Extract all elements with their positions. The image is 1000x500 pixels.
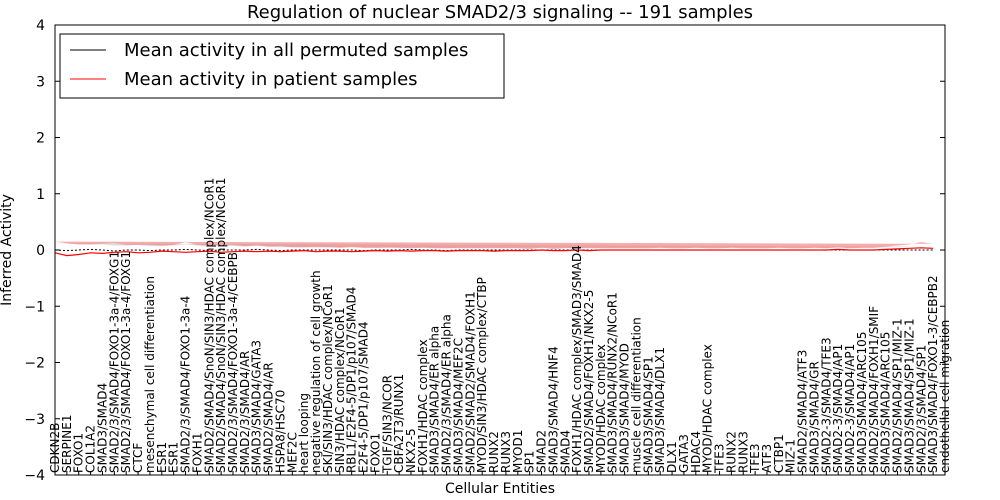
- x-tick-label: FOXH1: [190, 433, 204, 473]
- x-tick-label: SP1: [523, 451, 537, 474]
- x-tick-label: SMAD2/SMAD4/FOXH1/NKX2-5: [582, 290, 596, 473]
- x-tick-label: MYOD/SIN3/HDAC complex/CTBP: [475, 277, 489, 473]
- x-tick-label: SKI/SIN3/HDAC complex/NCoR1: [321, 284, 335, 473]
- x-tick-label: RUNX2: [724, 431, 738, 473]
- x-tick-label: DLX1: [665, 441, 679, 473]
- y-tick-label: 4: [36, 18, 45, 34]
- category-labels: CDKN2BSERPINE1FOXO1COL1A2SMAD3/SMAD4SMAD…: [48, 178, 952, 474]
- y-tick-label: 2: [36, 131, 45, 147]
- y-axis-ticks: 4 3 2 1 0 −1 −2 −3 −4: [24, 18, 945, 484]
- x-tick-label: SMAD3/SMAD4/ARC105: [855, 332, 869, 473]
- x-tick-label: SMAD3/SMAD4/SP1/MIZ-1: [902, 318, 916, 473]
- x-tick-label: SMAD3/SMAD4/GATA3: [250, 340, 264, 473]
- x-tick-label: SMAD3/SMAD4: [96, 383, 110, 473]
- x-tick-label: CTBP1: [772, 434, 786, 473]
- x-tick-label: negative regulation of cell growth: [309, 270, 323, 473]
- legend-box: [59, 33, 505, 99]
- x-tick-label: SMAD3/SMAD4/HNF4: [546, 346, 560, 473]
- x-tick-label: heart looping: [297, 393, 311, 473]
- x-tick-label: SMAD2/SMAD4/SP1/MIZ-1: [891, 318, 905, 473]
- series-line-patient: [54, 247, 934, 257]
- x-tick-label: SMAD2/3/SMAD4/FOXO1-3a-4/FOXG1: [119, 251, 133, 473]
- x-tick-label: MIZ-1: [784, 439, 798, 473]
- x-axis-ticks: [54, 471, 946, 475]
- x-tick-label: SMAD3/SMAD4/RUNX2/NCoR1: [606, 292, 620, 473]
- x-tick-label: TGIF/SIN3/NCOR: [380, 375, 394, 474]
- x-tick-label: CBFA2T3/RUNX1: [392, 374, 406, 473]
- x-tick-label: muscle cell differentiation: [630, 317, 644, 473]
- x-tick-label: FOXO1: [368, 433, 382, 473]
- series-lines: [54, 247, 934, 257]
- y-tick-label: −1: [24, 299, 45, 315]
- y-axis-label: Inferred Activity: [0, 194, 15, 306]
- x-axis-label: Cellular Entities: [445, 481, 555, 497]
- legend: Mean activity in all permuted samples Me…: [59, 33, 505, 99]
- x-tick-label: FOXO1: [72, 433, 86, 473]
- x-tick-label: RBL1/E2F4-5/DP1/p107/SMAD4: [345, 287, 359, 473]
- x-tick-label: SERPINE1: [60, 415, 74, 474]
- x-tick-label: SMAD3/SMAD4/ER alpha: [428, 326, 442, 473]
- x-tick-label: ATF3: [760, 444, 774, 473]
- x-tick-label: SMAD2/SMAD2/SMAD4/FOXH1: [463, 291, 477, 473]
- y-tick-label: −2: [24, 356, 45, 372]
- x-tick-label: GATA3: [677, 434, 691, 473]
- x-tick-label: SIN3/HDAC complex/NCoR1: [333, 307, 347, 473]
- x-tick-label: SMAD3/SMAD4/ARC105: [879, 332, 893, 473]
- x-tick-label: ESR1: [167, 442, 181, 473]
- patient-confidence-band: [55, 241, 934, 249]
- x-tick-label: SMAD2/SMAD4/FOXH1/SMIF: [867, 306, 881, 473]
- x-tick-label: mesenchymal cell differentiation: [143, 276, 157, 473]
- legend-label-patient: Mean activity in patient samples: [124, 69, 418, 90]
- x-tick-label: SMAD2/3/SMAD4/SP1: [914, 345, 928, 473]
- y-tick-label: 1: [36, 187, 45, 203]
- x-tick-label: FOXH1/HDAC complex: [416, 339, 430, 473]
- x-tick-label: SMAD2/3/SMAD4/FOXO1-3a-4/FOXG1: [107, 251, 121, 473]
- x-tick-label: SMAD2/SMAD4/AR: [262, 362, 276, 473]
- chart-title: Regulation of nuclear SMAD2/3 signaling …: [247, 2, 753, 23]
- x-tick-label: TFE3: [713, 444, 727, 474]
- x-tick-label: SMAD2/3/SMAD4/FOXO1-3a-4: [179, 296, 193, 473]
- x-tick-label: HSPA8/HSC70: [274, 390, 288, 473]
- x-tick-label: RUNX2: [487, 431, 501, 473]
- x-tick-label: RUNX3: [736, 431, 750, 473]
- x-tick-label: MYOD/HDAC complex: [594, 344, 608, 473]
- x-tick-label: RUNX3: [499, 431, 513, 473]
- y-tick-label: 0: [36, 243, 45, 259]
- x-tick-label: TFE3: [748, 444, 762, 474]
- x-tick-label: HDAC4: [689, 431, 703, 473]
- x-tick-label: SMAD2: [535, 430, 549, 473]
- x-tick-label: ESR1: [155, 442, 169, 473]
- x-tick-label: MYOD/HDAC complex: [701, 344, 715, 473]
- x-tick-label: SMAD2/SMAD4/SnoN/SIN3/HDAC complex/NCoR1: [214, 178, 228, 473]
- x-tick-label: SMAD2-3/SMAD4/AP1: [843, 344, 857, 473]
- x-tick-label: SMAD3/SMAD4/MYOD: [618, 343, 632, 473]
- x-tick-label: SMAD2-3/SMAD4/AP1: [831, 344, 845, 473]
- y-tick-label: 3: [36, 74, 45, 90]
- x-tick-label: SMAD2/SMAD4/SnoN/SIN3/HDAC complex/NCoR1: [202, 178, 216, 473]
- x-tick-label: SMAD3/SMAD4/MEF2C: [452, 338, 466, 473]
- x-tick-label: CTCF: [131, 443, 145, 473]
- x-tick-label: FOXH1/HDAC complex/SMAD3/SMAD4: [570, 245, 584, 473]
- x-tick-label: SMAD4: [558, 430, 572, 473]
- y-tick-label: −3: [24, 412, 45, 428]
- legend-label-permuted: Mean activity in all permuted samples: [124, 40, 468, 61]
- x-tick-label: SMAD2/3/SMAD4/FOXO1-3a-4/CEBPB: [226, 252, 240, 473]
- x-tick-label: SMAD2/3/SMAD4/AR: [238, 351, 252, 473]
- x-tick-label: SMAD3/SMAD4/SP1: [641, 356, 655, 473]
- y-tick-label: −4: [24, 468, 45, 484]
- x-tick-label: NKX2-5: [404, 428, 418, 473]
- x-tick-label: SMAD2/3/SMAD4/ER alpha: [440, 314, 454, 473]
- x-tick-label: COL1A2: [84, 425, 98, 473]
- x-tick-label: SMAD2/SMAD4/ATF3: [796, 350, 810, 473]
- x-tick-label: SMAD2-3/SMAD4/TFE3: [819, 337, 833, 473]
- x-tick-label: SMAD3/SMAD4/DLX1: [653, 347, 667, 473]
- x-tick-label: E2F4-5/DP1/p107/SMAD4: [357, 321, 371, 473]
- confidence-bands: [55, 241, 934, 249]
- x-tick-label: MEF2C: [285, 432, 299, 473]
- x-tick-label: SMAD3/SMAD4/GR: [808, 361, 822, 473]
- x-tick-label: MYOD1: [511, 430, 525, 473]
- x-tick-label: SMAD3/SMAD4/FOXO1-3/CEBPB2: [926, 275, 940, 473]
